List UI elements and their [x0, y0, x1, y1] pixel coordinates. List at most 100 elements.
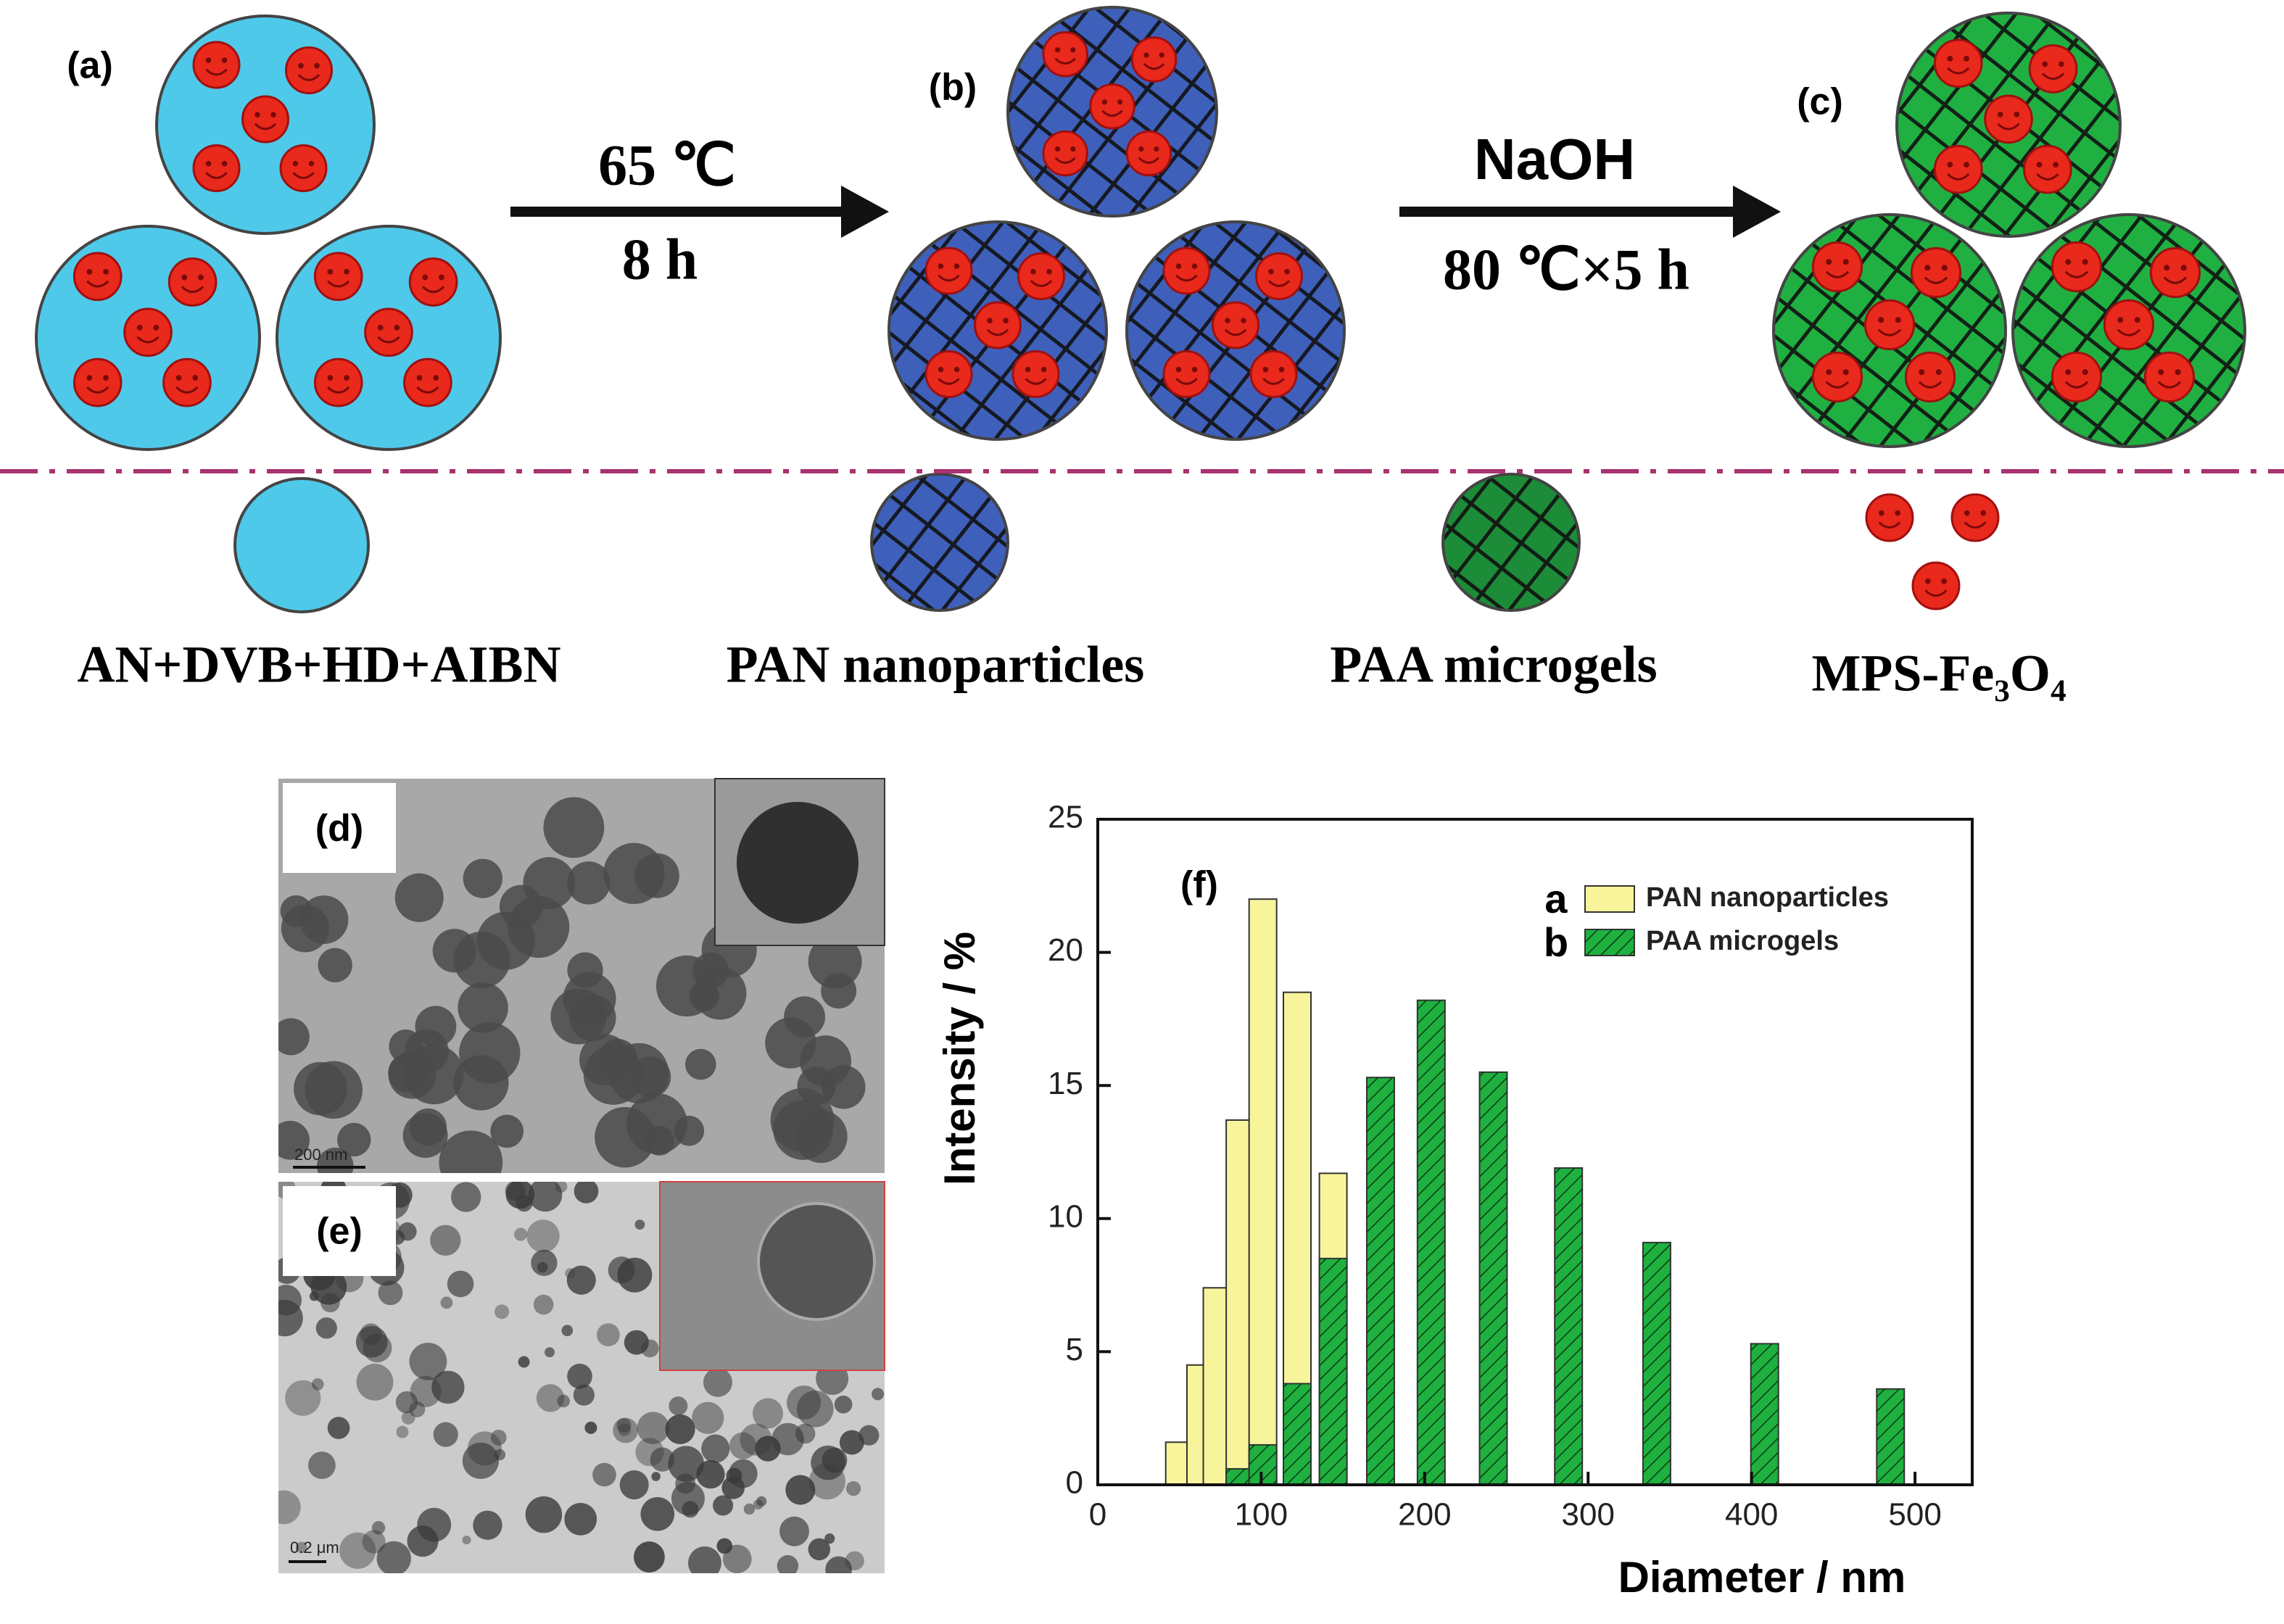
- smile: [2064, 270, 2089, 278]
- panel-label: (e): [316, 1211, 363, 1253]
- smile: [1025, 378, 1047, 385]
- eye: [2175, 369, 2181, 376]
- tem-particle: [516, 1195, 533, 1212]
- eye: [1924, 265, 1931, 271]
- tem-particle: [822, 1447, 848, 1473]
- panel-label: (d): [315, 808, 363, 850]
- particle: [924, 246, 973, 295]
- eye: [2065, 369, 2072, 376]
- eye: [327, 268, 334, 275]
- smile: [1825, 270, 1850, 278]
- particle: [313, 252, 363, 302]
- eye: [344, 375, 349, 381]
- legend-key: b: [1544, 919, 1568, 965]
- eye: [1878, 317, 1884, 323]
- particle: [73, 252, 123, 302]
- label-box: [283, 1186, 396, 1276]
- tem-particle: [495, 1304, 510, 1320]
- tem-particle: [533, 1294, 554, 1315]
- eye: [198, 274, 204, 281]
- tem-particle: [808, 935, 862, 989]
- tem-particle: [320, 1293, 340, 1313]
- tem-particles: [278, 797, 874, 1173]
- tem-particle: [784, 996, 826, 1038]
- tem-particle: [356, 1363, 394, 1401]
- tem-particle: [518, 1356, 530, 1368]
- tem-particle: [756, 1496, 767, 1507]
- particle: [364, 307, 413, 357]
- tem-particle: [624, 1330, 649, 1355]
- tem-particle: [543, 797, 605, 858]
- tem-particle: [872, 1388, 885, 1401]
- tem-particle: [462, 1536, 471, 1545]
- particle: [1811, 351, 1863, 403]
- tem-particle: [318, 948, 352, 982]
- eye: [314, 62, 320, 69]
- smile: [1175, 378, 1198, 385]
- tem-images: (d) (e) 200 nm 0.2 μm: [278, 778, 885, 1573]
- eye: [1895, 317, 1901, 323]
- eye: [2042, 61, 2048, 67]
- particle: [924, 350, 973, 398]
- tem-particle: [440, 1296, 453, 1309]
- y-tick-label: 10: [1048, 1198, 1083, 1234]
- eye: [1054, 146, 1061, 152]
- tem-particle: [567, 861, 611, 905]
- tem-particle: [409, 1342, 447, 1380]
- bar-hatch: [1555, 1168, 1583, 1485]
- bar-hatch: [1366, 1077, 1394, 1485]
- scale-bar-label: 0.2 μm: [290, 1538, 339, 1557]
- arrow-head: [1733, 186, 1781, 238]
- bar-hatch: [1283, 1383, 1312, 1485]
- x-tick-label: 0: [1089, 1497, 1106, 1533]
- tem-particle: [528, 1182, 563, 1212]
- tem-particle: [398, 1222, 417, 1241]
- bar-hatch: [1877, 1388, 1905, 1485]
- condition: 80 ℃×5 h: [1443, 238, 1689, 302]
- tem-particle: [574, 1182, 599, 1204]
- particle: [1950, 493, 2000, 542]
- tem-particle: [634, 1541, 665, 1573]
- eye: [1030, 268, 1036, 275]
- tem-particle: [703, 1367, 732, 1397]
- tem-particle: [566, 1265, 596, 1295]
- eye: [1117, 99, 1123, 105]
- eye: [2158, 369, 2164, 376]
- eye: [2059, 61, 2064, 67]
- component-label: PAN nanoparticles: [727, 636, 1145, 694]
- eye: [1826, 369, 1832, 376]
- tem-particle: [525, 1496, 563, 1533]
- smile: [86, 386, 109, 394]
- tem-particle: [569, 994, 616, 1042]
- tem-particle: [651, 1472, 661, 1481]
- particle: [2051, 241, 2103, 293]
- smile: [175, 386, 199, 394]
- eye: [1980, 510, 1987, 516]
- particle: [408, 257, 458, 307]
- eye: [1191, 263, 1198, 269]
- smile: [136, 336, 160, 344]
- tem-particle: [640, 1497, 675, 1531]
- sphere: [233, 477, 370, 613]
- x-tick-label: 300: [1562, 1497, 1615, 1533]
- eye: [2082, 259, 2088, 265]
- tem-particle: [376, 1541, 411, 1573]
- tem-particle: [285, 1380, 321, 1416]
- bar-hatch: [1479, 1072, 1507, 1485]
- tem-particle: [307, 1451, 336, 1480]
- x-tick-label: 500: [1888, 1497, 1941, 1533]
- eye: [1964, 55, 1969, 62]
- eye: [1947, 162, 1953, 168]
- panel-label: (b): [929, 67, 977, 109]
- eye: [1070, 146, 1076, 152]
- particle: [167, 257, 218, 307]
- smile: [327, 280, 350, 288]
- tem-particle: [309, 1291, 319, 1301]
- tem-particle: [561, 1325, 574, 1337]
- bar: [1248, 898, 1278, 1486]
- particle: [279, 144, 328, 192]
- eye: [298, 62, 304, 69]
- tem-particle: [378, 1280, 403, 1306]
- tem-particle: [545, 1347, 555, 1358]
- eye: [1997, 111, 2003, 117]
